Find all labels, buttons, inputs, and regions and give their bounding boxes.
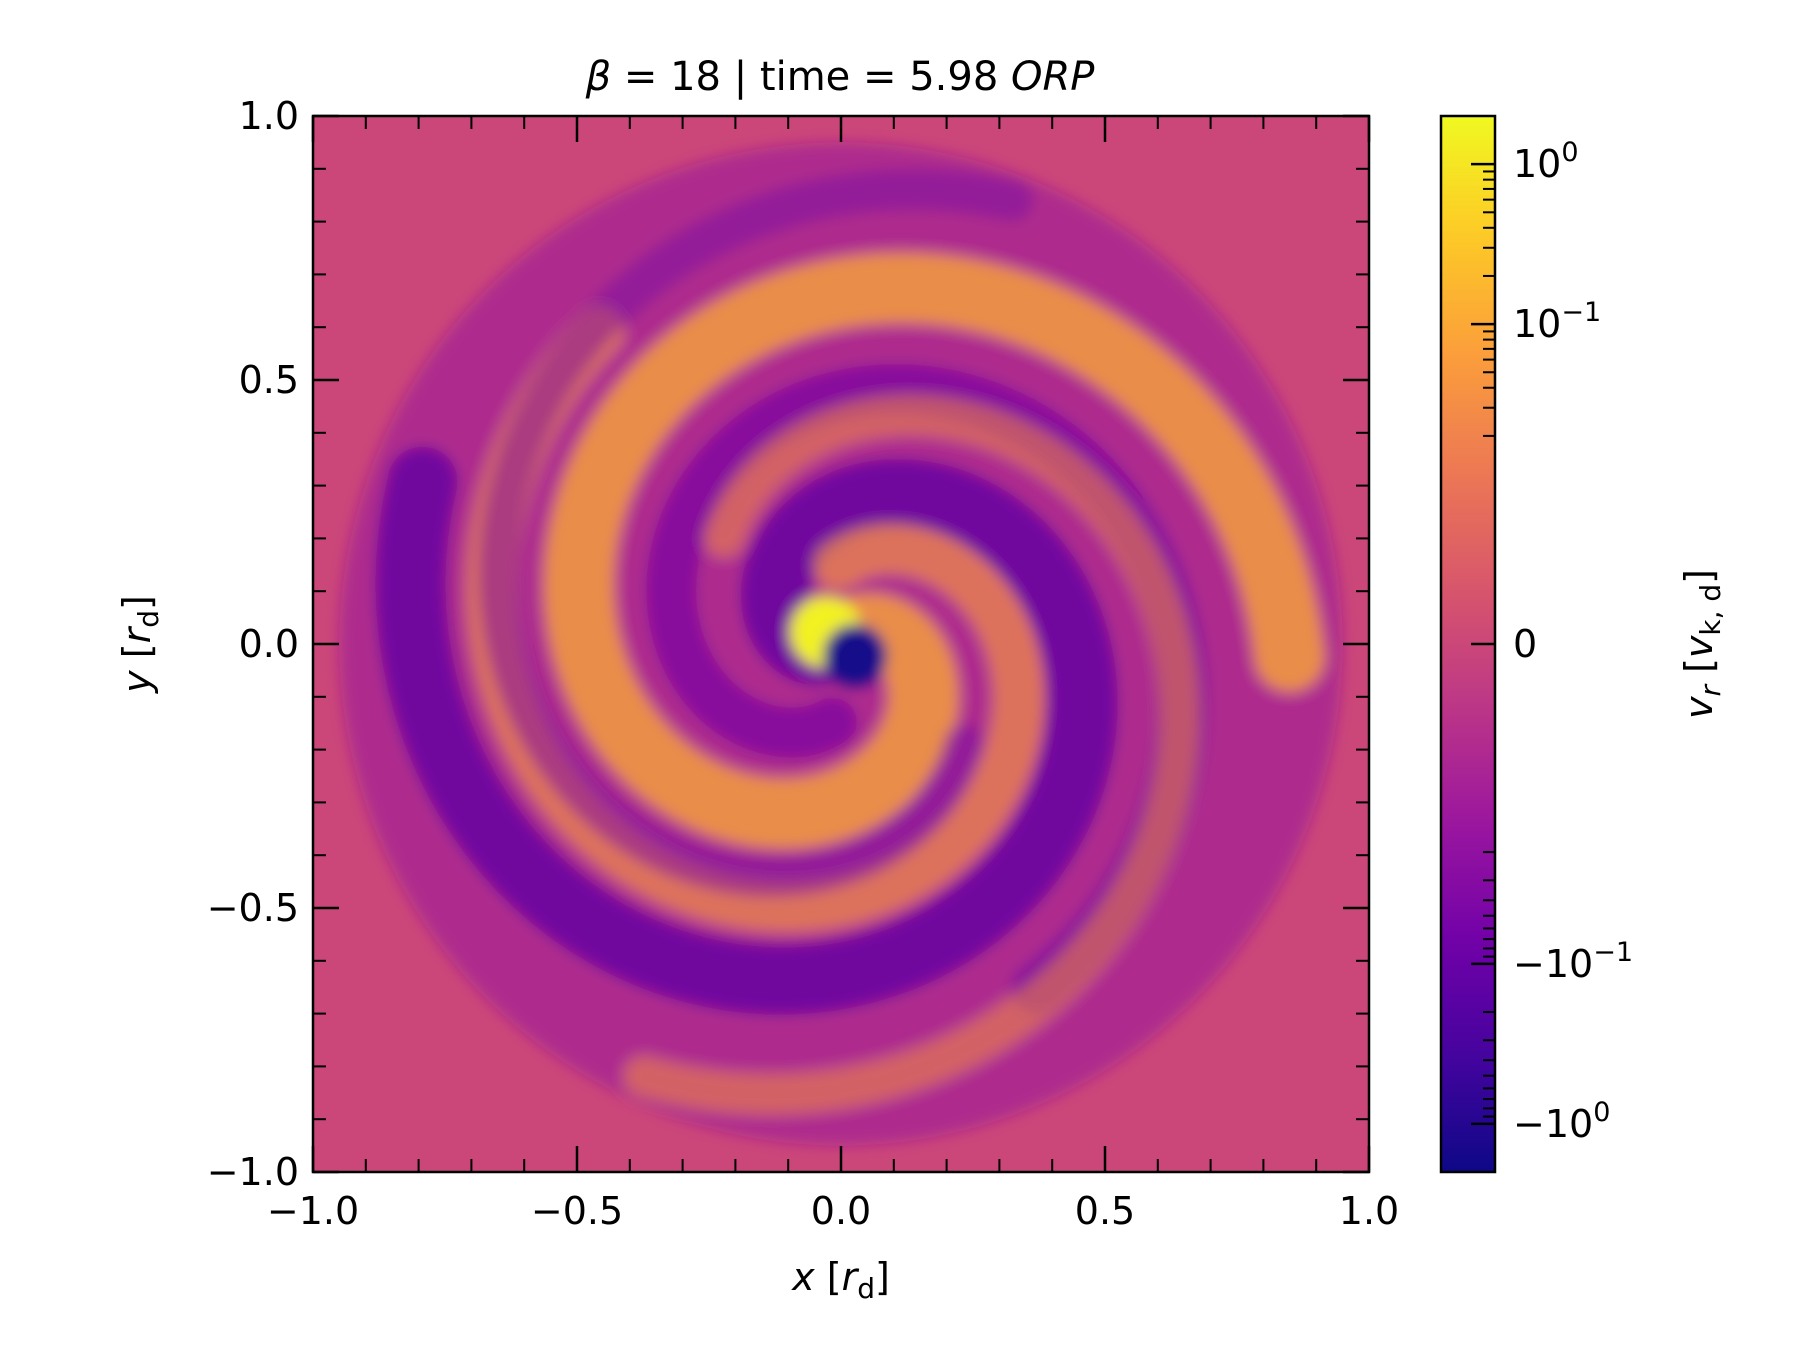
x-axis-unit-sub: d xyxy=(857,1272,875,1305)
colorbar-label: vr [vk, d] xyxy=(1677,569,1727,719)
x-tick-label: 1.0 xyxy=(1339,1189,1399,1233)
x-tick-label: 0.0 xyxy=(811,1189,871,1233)
heatmap-arm-0 xyxy=(543,252,1325,849)
x-axis-var: x xyxy=(791,1255,815,1299)
colorbar-tick-label: 100 xyxy=(1513,137,1579,186)
y-tick-label: −0.5 xyxy=(207,886,299,930)
y-tick-label: −1.0 xyxy=(207,1150,299,1194)
y-tick-label: 0.0 xyxy=(239,622,299,666)
colorbar-label-var: v xyxy=(1677,696,1721,719)
x-axis-unit: r xyxy=(842,1255,860,1299)
y-axis-unit-sub: d xyxy=(132,610,165,628)
colorbar-label-unit-sub: k, d xyxy=(1694,584,1727,636)
colorbar-ticks: 100 10−1 0 −10−1 −100 xyxy=(1471,115,1633,1173)
title-separator: | xyxy=(734,54,747,100)
colorbar-tick-label: −100 xyxy=(1513,1097,1610,1146)
x-axis-label: x [rd] xyxy=(791,1255,890,1305)
x-tick-label: −0.5 xyxy=(531,1189,623,1233)
colorbar-label-unit: v xyxy=(1677,635,1721,658)
heatmap-spiral-arms xyxy=(339,142,1343,1146)
heatmap xyxy=(313,116,1369,1172)
heatmap-arm-1 xyxy=(375,446,1118,1015)
x-tick-label: 0.5 xyxy=(1075,1189,1135,1233)
y-axis-label: y [rd] xyxy=(115,595,165,694)
colorbar-tick-label: 10−1 xyxy=(1513,297,1601,346)
title-beta-value: 18 xyxy=(670,54,721,100)
x-tick-label: −1.0 xyxy=(267,1189,359,1233)
heatmap-arm-4 xyxy=(624,395,1200,1115)
y-axis-var: y xyxy=(115,670,159,694)
heatmap-core-negative xyxy=(823,624,887,688)
colorbar-label-var-sub: r xyxy=(1694,684,1727,697)
title-beta-symbol: β xyxy=(585,54,612,100)
colorbar-frame xyxy=(1439,114,1497,1174)
title-time-text: time = 5.98 xyxy=(760,54,998,100)
colorbar-tick-label: 0 xyxy=(1513,622,1537,666)
colorbar-tick-label: −10−1 xyxy=(1513,937,1633,986)
y-axis-unit: r xyxy=(115,625,159,643)
y-tick-label: 1.0 xyxy=(239,94,299,138)
heatmap-arm-5 xyxy=(478,169,1033,898)
chart-title: β = 18 | time = 5.98 ORP xyxy=(585,54,1096,100)
y-tick-label: 0.5 xyxy=(239,358,299,402)
plot-frame xyxy=(311,114,1371,1174)
title-time-unit: ORP xyxy=(1011,54,1095,100)
